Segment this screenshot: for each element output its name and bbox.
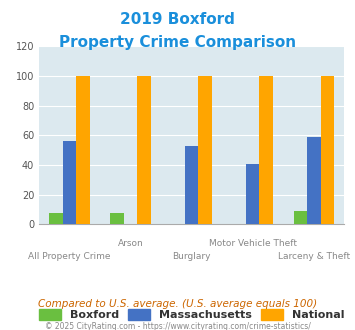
Bar <box>49 213 63 224</box>
Text: Motor Vehicle Theft: Motor Vehicle Theft <box>209 239 297 248</box>
Text: © 2025 CityRating.com - https://www.cityrating.com/crime-statistics/: © 2025 CityRating.com - https://www.city… <box>45 322 310 330</box>
Bar <box>110 213 124 224</box>
Bar <box>185 146 198 224</box>
Bar <box>63 141 76 224</box>
Legend: Boxford, Massachusetts, National: Boxford, Massachusetts, National <box>34 305 349 325</box>
Bar <box>321 76 334 224</box>
Text: Burglary: Burglary <box>173 252 211 261</box>
Text: All Property Crime: All Property Crime <box>28 252 111 261</box>
Text: Larceny & Theft: Larceny & Theft <box>278 252 350 261</box>
Text: 2019 Boxford: 2019 Boxford <box>120 12 235 26</box>
Bar <box>246 163 260 224</box>
Text: Arson: Arson <box>118 239 143 248</box>
Bar <box>198 76 212 224</box>
Bar <box>307 137 321 224</box>
Text: Compared to U.S. average. (U.S. average equals 100): Compared to U.S. average. (U.S. average … <box>38 299 317 309</box>
Bar <box>294 211 307 224</box>
Text: Property Crime Comparison: Property Crime Comparison <box>59 35 296 50</box>
Bar <box>76 76 90 224</box>
Bar <box>260 76 273 224</box>
Bar <box>137 76 151 224</box>
